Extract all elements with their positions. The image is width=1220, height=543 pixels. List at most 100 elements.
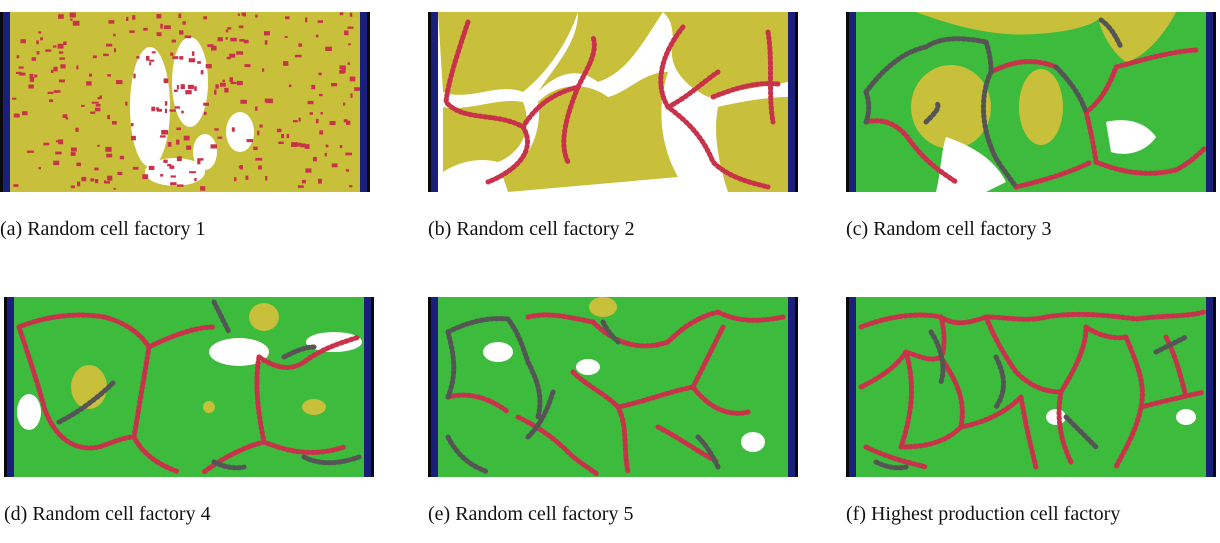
boundary-particle <box>176 184 184 187</box>
boundary-particle <box>318 93 323 97</box>
boundary-particle <box>149 59 155 62</box>
boundary-particle <box>311 84 316 90</box>
boundary-particle <box>70 185 75 189</box>
boundary-particle <box>188 58 196 63</box>
boundary-particle <box>258 165 262 170</box>
boundary-particle <box>29 73 34 79</box>
boundary-particle <box>75 127 79 132</box>
boundary-particle <box>329 121 336 126</box>
boundary-particle <box>125 101 128 106</box>
boundary-particle <box>343 102 346 106</box>
boundary-particle <box>163 159 168 163</box>
boundary-particle <box>184 35 192 39</box>
boundary-particle <box>89 73 92 77</box>
boundary-particle <box>229 53 236 58</box>
boundary-particle <box>105 181 110 184</box>
boundary-particle <box>131 123 134 127</box>
boundary-particle <box>90 111 96 114</box>
boundary-particle <box>58 139 64 145</box>
boundary-particle <box>112 121 117 125</box>
boundary-particle <box>49 99 54 103</box>
boundary-particle <box>255 106 258 111</box>
boundary-particle <box>230 37 237 42</box>
boundary-particle <box>286 133 290 139</box>
boundary-particle <box>104 180 106 184</box>
boundary-particle <box>172 56 179 59</box>
boundary-particle <box>62 114 68 118</box>
boundary-particle <box>170 182 177 186</box>
boundary-particle <box>113 187 116 190</box>
panel-d: (d) Random cell factory 4 <box>4 297 374 537</box>
boundary-particle <box>31 57 37 61</box>
boundary-particle <box>240 99 247 104</box>
boundary-particle <box>95 103 101 107</box>
caption-a: (a) Random cell factory 1 <box>0 218 206 240</box>
panel-c: (c) Random cell factory 3 <box>846 12 1216 252</box>
boundary-particle <box>217 136 223 139</box>
boundary-particle <box>116 80 123 85</box>
boundary-particle <box>230 81 237 85</box>
boundary-particle <box>288 84 292 88</box>
boundary-particle <box>346 169 350 172</box>
boundary-particle <box>126 16 129 21</box>
simulation-frame-a <box>0 12 370 192</box>
boundary-particle <box>255 157 263 161</box>
boundary-particle <box>339 145 343 149</box>
boundary-particle <box>200 70 204 75</box>
boundary-particle <box>136 56 140 59</box>
boundary-particle <box>339 70 345 74</box>
boundary-particle <box>278 141 284 144</box>
boundary-particle <box>28 84 34 89</box>
boundary-particle <box>197 61 201 64</box>
boundary-particle <box>236 51 244 55</box>
boundary-particle <box>176 85 179 90</box>
boundary-particle <box>297 142 302 147</box>
boundary-particle <box>13 184 19 187</box>
boundary-particle <box>229 77 233 82</box>
boundary-particle <box>283 61 289 66</box>
boundary-particle <box>224 87 229 93</box>
boundary-particle <box>305 17 308 23</box>
boundary-particle <box>176 139 180 145</box>
boundary-particle <box>43 142 50 146</box>
boundary-particle <box>257 130 260 136</box>
boundary-particle <box>318 178 322 184</box>
boundary-particle <box>225 37 228 40</box>
simulation-image-d <box>4 297 374 477</box>
boundary-particle <box>160 174 163 177</box>
boundary-particle <box>317 20 323 23</box>
boundary-particle <box>119 155 125 160</box>
boundary-particle <box>238 25 244 29</box>
boundary-particle <box>325 46 332 51</box>
boundary-particle <box>243 39 249 44</box>
boundary-particle <box>315 34 319 38</box>
boundary-particle <box>182 21 186 25</box>
boundary-particle <box>94 167 99 171</box>
boundary-particle <box>222 79 225 82</box>
boundary-particle <box>178 13 182 19</box>
boundary-particle <box>97 144 100 147</box>
boundary-particle <box>319 130 324 135</box>
grain-boundaries-c <box>863 47 1209 190</box>
caption-f: (f) Highest production cell factory <box>846 503 1121 525</box>
boundary-particle <box>47 91 54 94</box>
boundary-particle <box>234 177 237 182</box>
boundary-particle <box>350 93 353 98</box>
boundary-particle <box>239 39 245 42</box>
boundary-particle <box>132 166 139 170</box>
boundary-particle <box>183 135 190 141</box>
boundary-particle <box>169 109 176 112</box>
boundary-particle <box>265 176 268 181</box>
caption-e: (e) Random cell factory 5 <box>428 503 634 525</box>
secondary-boundaries-d <box>56 299 362 471</box>
boundary-particle <box>95 107 101 112</box>
boundary-particle <box>245 175 249 180</box>
boundary-particle <box>179 56 184 60</box>
boundary-particle <box>189 171 196 174</box>
boundary-particle <box>185 90 192 95</box>
boundary-particle <box>52 45 57 48</box>
boundary-particle <box>237 80 243 86</box>
boundary-particle <box>170 52 174 56</box>
boundary-particle <box>305 168 312 173</box>
simulation-image-a <box>0 12 370 192</box>
